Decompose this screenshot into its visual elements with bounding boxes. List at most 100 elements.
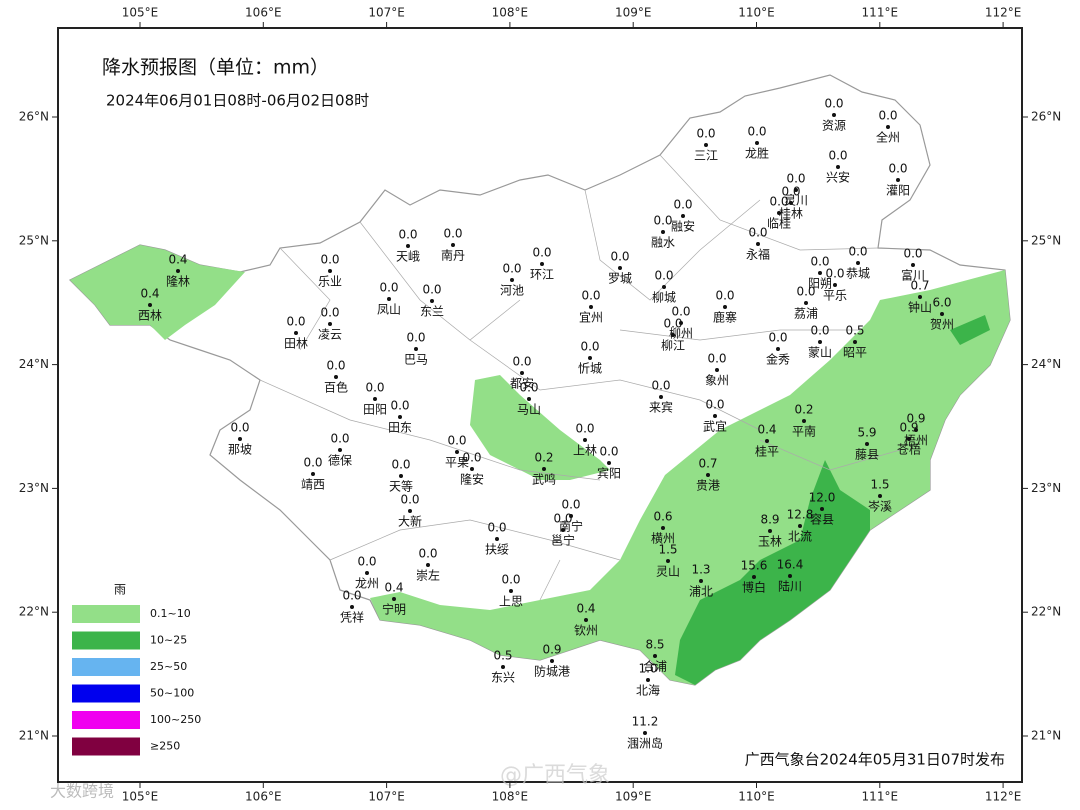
station: 0.0 都安 [510, 355, 534, 391]
station: 0.0 德保 [328, 432, 352, 468]
lon-label: 105°E [122, 6, 159, 20]
station: 0.0 百色 [324, 359, 348, 395]
station-name: 田东 [388, 421, 412, 435]
station: 0.4 钦州 [574, 602, 598, 638]
lon-label: 111°E [862, 6, 899, 20]
station-name: 上思 [499, 595, 523, 609]
station: 15.6 博白 [741, 559, 768, 595]
station: 0.0 龙州 [355, 555, 379, 591]
station-dot [238, 437, 242, 441]
station-name: 乐业 [318, 275, 342, 289]
station-dot [802, 419, 806, 423]
station-name: 昭平 [843, 346, 867, 360]
station-dot [911, 263, 915, 267]
station-value: 0.0 [781, 185, 800, 199]
station-name: 横州 [651, 532, 675, 546]
station: 0.0 凭祥 [340, 589, 364, 625]
station-value: 5.9 [857, 426, 876, 440]
station-dot [681, 214, 685, 218]
station-value: 12.0 [809, 491, 836, 505]
station: 0.0 鹿寨 [713, 289, 737, 325]
station: 0.0 南宁 [559, 498, 583, 534]
station-value: 0.0 [519, 381, 538, 395]
station-dot [569, 514, 573, 518]
station-value: 8.9 [760, 513, 779, 527]
station: 0.0 全州 [876, 109, 900, 145]
station-value: 1.3 [691, 563, 710, 577]
station: 0.2 平南 [792, 403, 816, 439]
station-name: 天等 [389, 480, 413, 494]
station-dot [661, 230, 665, 234]
station-value: 0.0 [230, 421, 249, 435]
station: 0.0 蒙山 [808, 324, 832, 360]
station-value: 15.6 [741, 559, 768, 573]
station-name: 浦北 [689, 585, 713, 599]
station-dot [907, 437, 911, 441]
station: 0.0 天等 [389, 458, 413, 494]
lat-label: 23°N [1031, 481, 1061, 495]
station-value: 0.5 [493, 649, 512, 663]
station-dot [699, 579, 703, 583]
station-value: 6.0 [932, 296, 951, 310]
station-name: 北流 [788, 530, 812, 544]
lon-label: 108°E [492, 790, 529, 804]
station-name: 忻城 [578, 362, 602, 376]
legend: 雨 0.1~10 10~25 25~50 50~100 100~250 ≥250 [72, 583, 201, 756]
station: 16.4 陆川 [777, 558, 804, 594]
station-dot [765, 439, 769, 443]
station-value: 0.0 [825, 267, 844, 281]
station-dot [723, 305, 727, 309]
legend-swatch [72, 631, 140, 650]
station-name: 那坡 [228, 443, 252, 457]
lon-label: 107°E [368, 790, 405, 804]
station-name: 苍梧 [897, 442, 921, 457]
station-dot [398, 415, 402, 419]
station-value: 0.0 [398, 228, 417, 242]
station-dot [328, 322, 332, 326]
map-subtitle: 2024年06月01日08时-06月02日08时 [106, 92, 369, 110]
lon-label: 109°E [615, 790, 652, 804]
lat-label: 24°N [19, 357, 49, 371]
station-dot [509, 589, 513, 593]
station-name: 平南 [792, 424, 816, 439]
station-name: 凤山 [377, 303, 401, 317]
legend-label: 10~25 [150, 634, 187, 647]
station-dot [338, 448, 342, 452]
station-value: 0.0 [447, 434, 466, 448]
station-dot [679, 321, 683, 325]
station-dot [818, 271, 822, 275]
station-value: 0.9 [542, 643, 561, 657]
station: 0.0 平果 [445, 434, 469, 470]
station-value: 0.0 [512, 355, 531, 369]
station: 0.0 靖西 [301, 456, 325, 492]
county-borders [259, 154, 901, 601]
station-name: 兴安 [826, 170, 850, 185]
station-name: 邕宁 [551, 533, 575, 548]
station-name: 荔浦 [794, 307, 818, 321]
station: 0.2 武鸣 [532, 451, 556, 487]
station-dot [653, 654, 657, 658]
lon-label: 110°E [738, 790, 775, 804]
lat-label: 21°N [1031, 729, 1061, 743]
station: 12.0 容县 [809, 491, 836, 527]
station: 0.0 阳朔 [808, 255, 832, 291]
station: 0.0 荔浦 [794, 285, 818, 321]
station-value: 0.0 [379, 281, 398, 295]
station: 0.0 扶绥 [485, 521, 509, 557]
station-value: 0.0 [580, 340, 599, 354]
station-value: 0.0 [422, 283, 441, 297]
station: 0.0 凤山 [377, 281, 401, 317]
station-dot [878, 494, 882, 498]
station-dot [350, 605, 354, 609]
station-dot [583, 438, 587, 442]
station-dot [798, 524, 802, 528]
legend-label: 25~50 [150, 660, 187, 673]
station-name: 三江 [694, 149, 718, 163]
station: 0.9 梧州 [904, 412, 928, 448]
station-name: 上林 [573, 444, 597, 458]
station: 0.0 融安 [671, 198, 695, 234]
station-dot [589, 305, 593, 309]
station: 0.4 宁明 [382, 581, 406, 617]
station: 0.0 田阳 [363, 381, 387, 417]
station-name: 北海 [636, 683, 660, 698]
